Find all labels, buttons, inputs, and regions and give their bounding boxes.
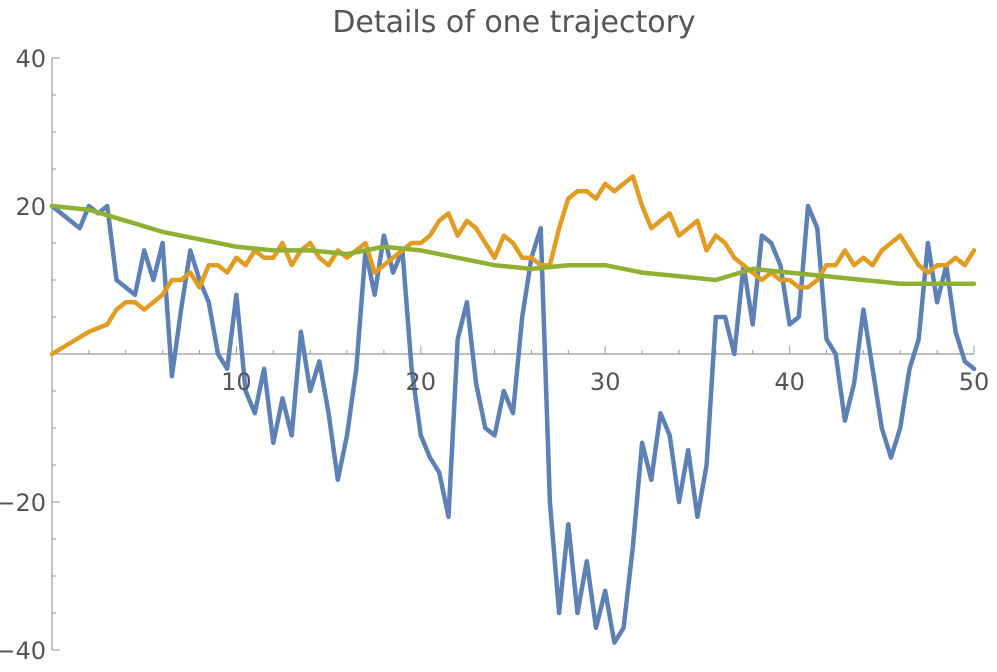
x-tick-label: 50 [959, 368, 990, 396]
y-tick-label: 20 [15, 193, 46, 221]
x-tick-label: 10 [221, 368, 252, 396]
tick-labels: 10 20 30 40 50 −40 −20 20 40 [0, 45, 989, 665]
y-tick-label: −40 [0, 637, 46, 665]
series-line-3 [49, 203, 977, 286]
y-tick-label: 40 [15, 45, 46, 73]
x-tick-label: 30 [590, 368, 621, 396]
y-tick-label: −20 [0, 489, 46, 517]
series-group [49, 174, 977, 645]
chart-title: Details of one trajectory [332, 5, 695, 40]
series-line-2 [49, 174, 977, 357]
x-tick-label: 40 [774, 368, 805, 396]
axis-ticks [52, 57, 975, 651]
x-tick-label: 20 [406, 368, 437, 396]
series-line-1 [49, 203, 977, 645]
